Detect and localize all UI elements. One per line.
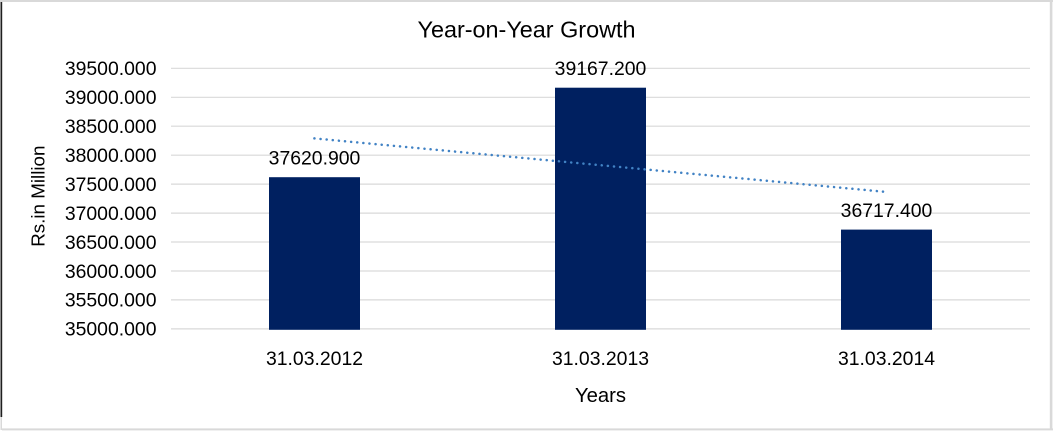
svg-text:35500.000: 35500.000 bbox=[65, 290, 157, 312]
svg-text:39000.000: 39000.000 bbox=[65, 87, 157, 109]
svg-text:31.03.2014: 31.03.2014 bbox=[838, 348, 935, 370]
svg-text:36717.400: 36717.400 bbox=[841, 200, 933, 222]
svg-text:Years: Years bbox=[575, 385, 626, 407]
svg-text:35000.000: 35000.000 bbox=[65, 319, 157, 341]
svg-text:39500.000: 39500.000 bbox=[65, 58, 157, 80]
svg-text:36000.000: 36000.000 bbox=[65, 261, 157, 283]
svg-text:38500.000: 38500.000 bbox=[65, 116, 157, 138]
svg-text:39167.200: 39167.200 bbox=[555, 58, 647, 80]
svg-text:38000.000: 38000.000 bbox=[65, 145, 157, 167]
svg-text:37620.900: 37620.900 bbox=[269, 148, 361, 170]
svg-text:Year-on-Year Growth: Year-on-Year Growth bbox=[417, 16, 635, 42]
svg-text:36500.000: 36500.000 bbox=[65, 232, 157, 254]
svg-text:31.03.2012: 31.03.2012 bbox=[266, 348, 363, 370]
svg-text:Rs.in Million: Rs.in Million bbox=[28, 146, 49, 247]
svg-text:37500.000: 37500.000 bbox=[65, 174, 157, 196]
svg-text:37000.000: 37000.000 bbox=[65, 203, 157, 225]
svg-text:31.03.2013: 31.03.2013 bbox=[552, 348, 649, 370]
